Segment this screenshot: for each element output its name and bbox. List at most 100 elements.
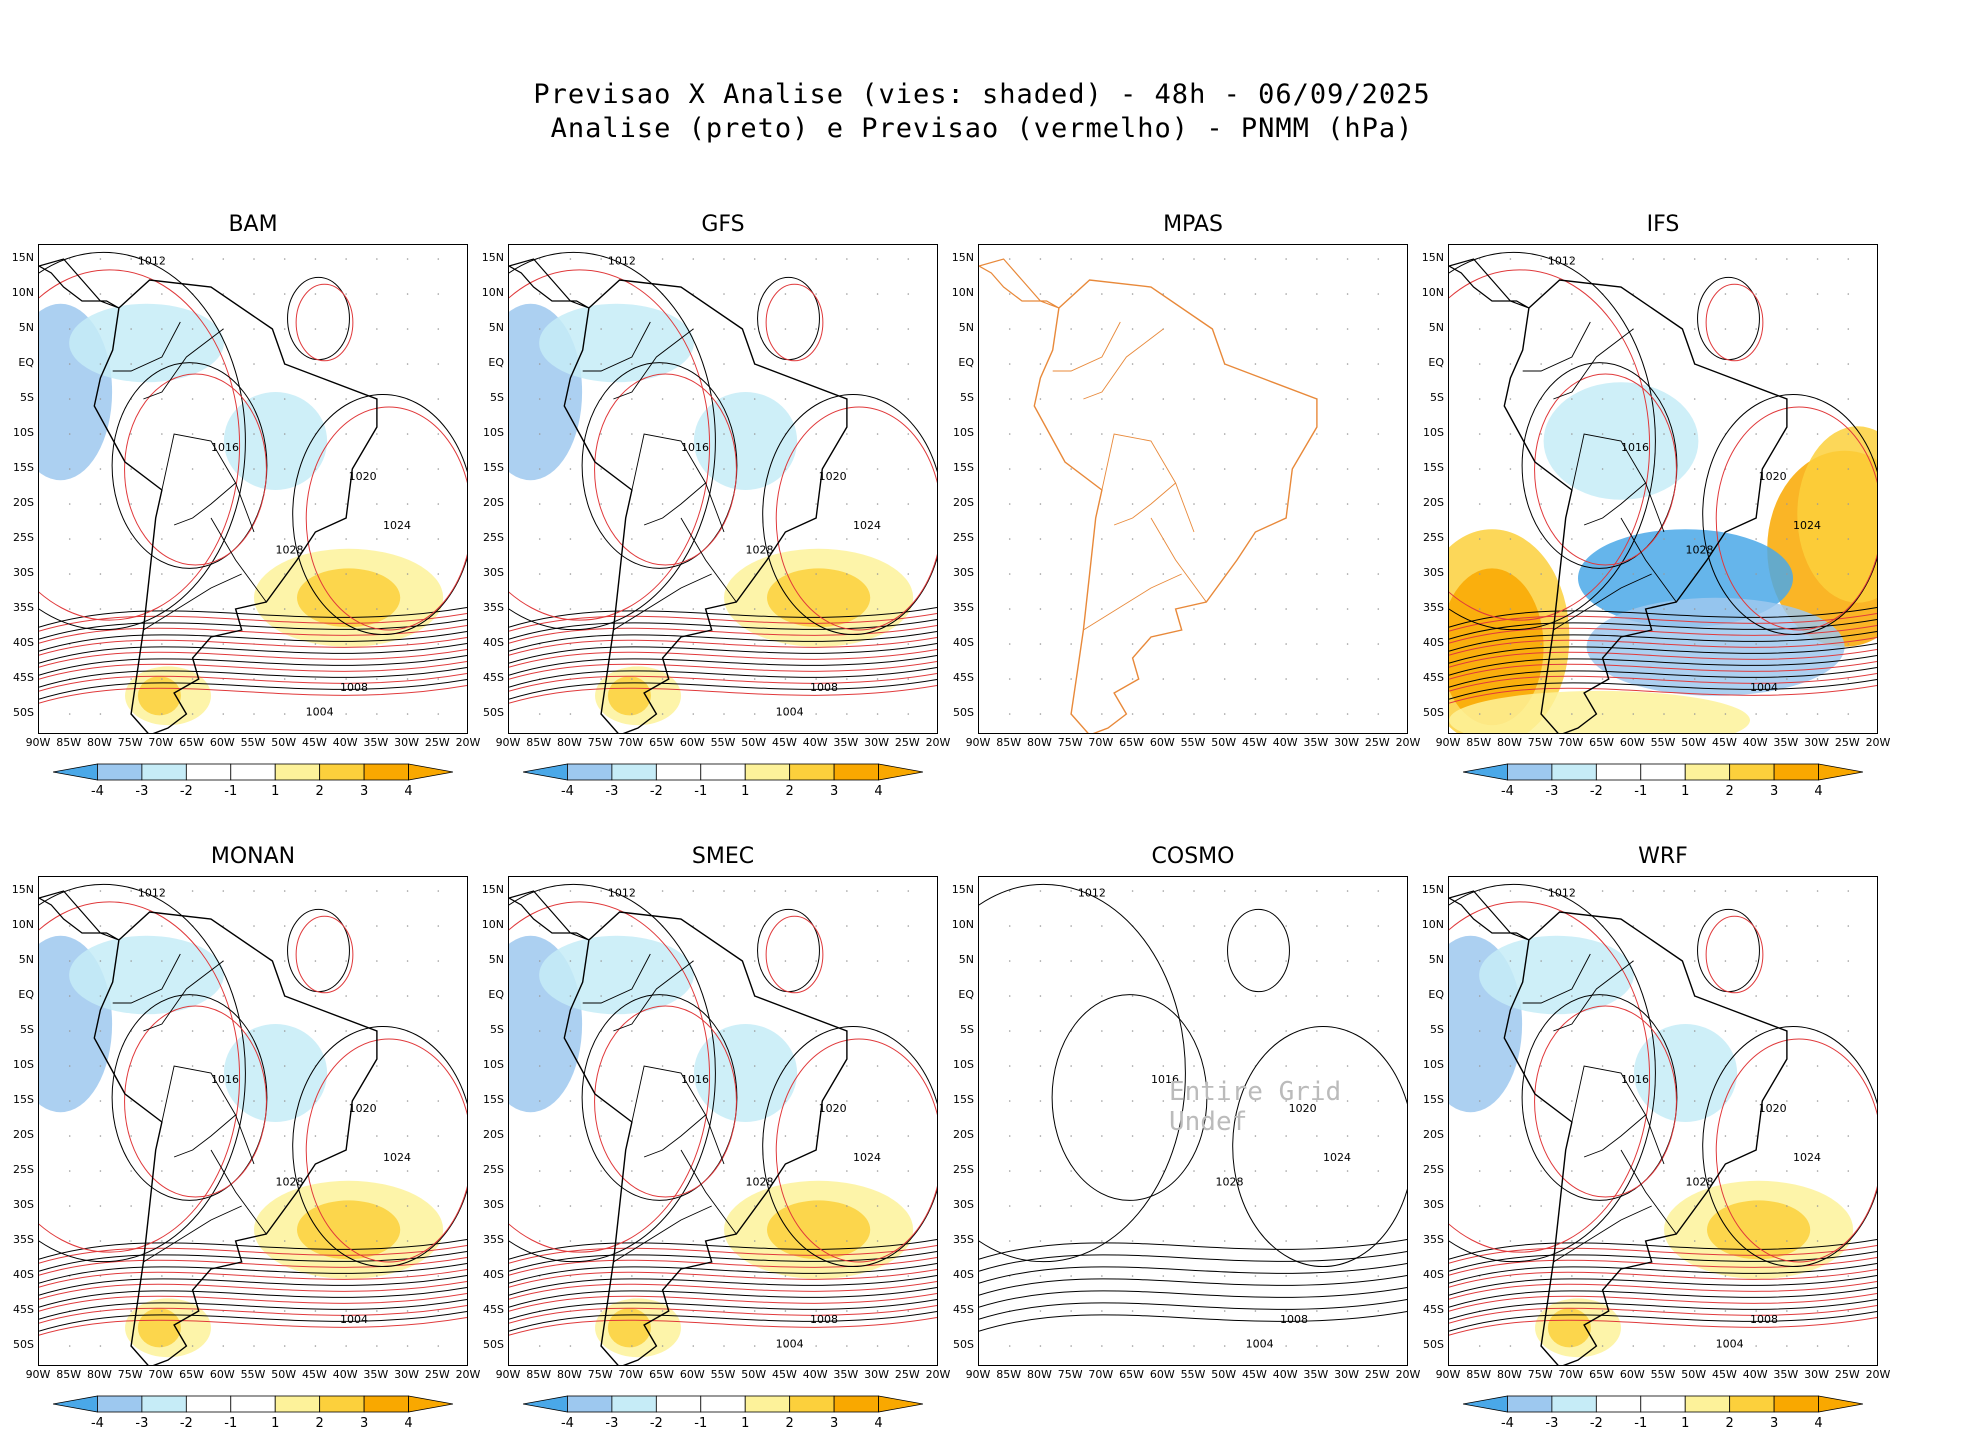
- isobar-label: 1004: [1716, 1337, 1744, 1350]
- colorbar-tick: 1: [271, 784, 280, 799]
- country-border: [613, 960, 694, 1032]
- analysis-isobar: [762, 1025, 937, 1268]
- colorbar-tick: -3: [605, 784, 619, 799]
- country-border: [210, 517, 267, 603]
- map-svg-smec: 1012 1016 1020 1024 1028 1008 1004: [509, 883, 937, 1365]
- analysis-isobar: [1449, 607, 1877, 628]
- forecast-isobar: [39, 649, 467, 668]
- map-svg-wrf: 1012 1016 1020 1024 1028 1008 1004: [1449, 883, 1877, 1365]
- lon-tick-label: 30W: [1804, 736, 1829, 749]
- analysis-isobar: [1449, 667, 1877, 688]
- isobar-label: 1020: [819, 470, 847, 483]
- bias-shading: [693, 1024, 798, 1122]
- country-border: [1522, 953, 1591, 1004]
- lon-tick-label: 35W: [1303, 736, 1329, 749]
- country-border: [582, 953, 651, 1004]
- forecast-isobar: [39, 1317, 467, 1336]
- lon-tick-label: 40W: [1272, 736, 1298, 749]
- country-border: [143, 573, 242, 631]
- lat-tick-label: EQ: [1428, 356, 1444, 369]
- lon-tick-label: 55W: [710, 1368, 736, 1381]
- analysis-isobar: [509, 1311, 937, 1332]
- forecast-isobar: [775, 1038, 937, 1263]
- lat-tick-label: 15N: [481, 251, 504, 264]
- lat-tick-label: 25S: [953, 531, 974, 544]
- isobar-label: 1024: [853, 1151, 881, 1164]
- lat-tick-label: 5N: [18, 953, 34, 966]
- isobar-label: 1028: [746, 1176, 774, 1189]
- central-america-outline: [1449, 258, 1530, 309]
- analysis-isobar: [979, 1311, 1407, 1332]
- lon-tick-label: 20W: [1865, 1368, 1891, 1381]
- forecast-isobar: [39, 269, 241, 621]
- colorbar-tick: 2: [315, 1416, 324, 1431]
- lat-tick-label: 15S: [1423, 461, 1444, 474]
- lat-tick-label: 10S: [953, 426, 974, 439]
- colorbar-ifs: -4 -3 -2 -1 1 2 3 4: [1462, 762, 1864, 802]
- central-america-outline: [39, 890, 120, 941]
- forecast-isobar: [39, 1305, 467, 1324]
- bias-shading: [607, 676, 651, 716]
- lon-tick-label: 60W: [1619, 1368, 1645, 1381]
- lat-tick-label: 15S: [953, 461, 974, 474]
- forecast-isobar: [509, 661, 937, 680]
- country-border: [1083, 573, 1182, 631]
- lat-tick-label: 25S: [483, 531, 504, 544]
- colorbar-tick: -4: [560, 784, 574, 799]
- lon-tick-label: 35W: [1303, 1368, 1329, 1381]
- colorbar-tick: -2: [1589, 1416, 1603, 1431]
- country-border: [112, 321, 181, 372]
- country-border: [1553, 573, 1652, 631]
- analysis-isobar: [39, 679, 467, 700]
- colorbar-tick: -2: [179, 784, 193, 799]
- lon-tick-label: 45W: [1711, 736, 1737, 749]
- forecast-isobar: [1534, 1005, 1677, 1198]
- lon-tick-label: 85W: [996, 1368, 1022, 1381]
- lat-tick-label: 5N: [488, 953, 504, 966]
- lat-tick-label: EQ: [18, 988, 34, 1001]
- analysis-isobar: [1449, 679, 1877, 700]
- analysis-isobar: [292, 393, 467, 636]
- lon-tick-label: 50W: [741, 1368, 767, 1381]
- analysis-isobar: [979, 1287, 1407, 1308]
- panel-title-smec: SMEC: [691, 844, 755, 869]
- analysis-isobar: [39, 1311, 467, 1332]
- lat-tick-label: 15N: [1421, 883, 1444, 896]
- country-border: [1620, 1149, 1677, 1235]
- forecast-isobar: [39, 1269, 467, 1288]
- lat-tick-label: 35S: [13, 1233, 34, 1246]
- panel-title-bam: BAM: [228, 212, 278, 237]
- lat-tick-label: 10N: [1421, 286, 1444, 299]
- isobar-label: 1024: [383, 1151, 411, 1164]
- south-america-outline: [563, 911, 848, 1365]
- analysis-isobar: [1521, 362, 1678, 569]
- south-america-outline: [93, 279, 378, 733]
- bias-shading: [539, 303, 694, 383]
- lon-tick-label: 60W: [1149, 1368, 1175, 1381]
- lat-tick-label: 40S: [483, 1268, 504, 1281]
- country-border: [582, 321, 651, 372]
- lon-tick-label: 50W: [271, 1368, 297, 1381]
- lon-tick-label: 25W: [424, 1368, 450, 1381]
- grid-dots: [68, 890, 440, 1347]
- analysis-isobar: [762, 393, 937, 636]
- lon-tick-label: 90W: [25, 1368, 51, 1381]
- analysis-isobar: [39, 883, 246, 1263]
- figure-title-line2: Analise (preto) e Previsao (vermelho) - …: [550, 113, 1414, 144]
- map-svg-gfs: 1012 1016 1020 1024 1028 1008 1004: [509, 251, 937, 733]
- lon-tick-label: 80W: [1026, 1368, 1052, 1381]
- forecast-isobar: [1449, 673, 1877, 692]
- lat-tick-label: 15N: [951, 883, 974, 896]
- lon-tick-label: 75W: [1527, 1368, 1553, 1381]
- analysis-isobar: [1449, 655, 1877, 676]
- colorbar-tick: 3: [829, 1416, 839, 1431]
- lat-tick-label: 50S: [1423, 706, 1444, 719]
- lon-tick-label: 75W: [1527, 736, 1553, 749]
- analysis-isobar: [39, 1299, 467, 1320]
- isobar-label: 1020: [1759, 470, 1787, 483]
- analysis-isobar: [1449, 1275, 1877, 1296]
- lon-tick-label: 40W: [1742, 1368, 1768, 1381]
- lat-tick-label: 25S: [1423, 531, 1444, 544]
- lat-tick-label: 35S: [483, 1233, 504, 1246]
- south-america-outline: [563, 279, 848, 733]
